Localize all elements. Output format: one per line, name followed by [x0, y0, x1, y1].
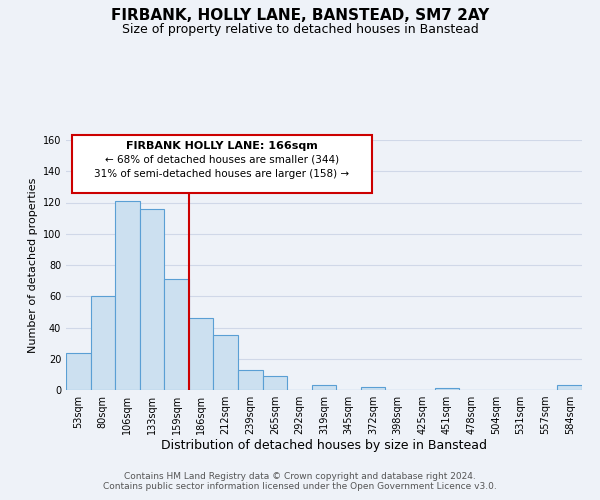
Bar [214, 336, 238, 390]
Text: 31% of semi-detached houses are larger (158) →: 31% of semi-detached houses are larger (… [94, 169, 350, 179]
Bar [164, 279, 189, 390]
Bar [91, 296, 115, 390]
Text: FIRBANK, HOLLY LANE, BANSTEAD, SM7 2AY: FIRBANK, HOLLY LANE, BANSTEAD, SM7 2AY [111, 8, 489, 22]
Bar [140, 209, 164, 390]
Bar [238, 370, 263, 390]
Bar [263, 376, 287, 390]
Bar [434, 388, 459, 390]
Bar [312, 386, 336, 390]
X-axis label: Distribution of detached houses by size in Banstead: Distribution of detached houses by size … [161, 438, 487, 452]
Bar [115, 201, 140, 390]
Text: Contains public sector information licensed under the Open Government Licence v3: Contains public sector information licen… [103, 482, 497, 491]
Bar [361, 387, 385, 390]
Text: Size of property relative to detached houses in Banstead: Size of property relative to detached ho… [122, 22, 478, 36]
Text: FIRBANK HOLLY LANE: 166sqm: FIRBANK HOLLY LANE: 166sqm [126, 141, 318, 151]
Text: ← 68% of detached houses are smaller (344): ← 68% of detached houses are smaller (34… [105, 155, 339, 165]
Bar [189, 318, 214, 390]
Bar [66, 352, 91, 390]
Y-axis label: Number of detached properties: Number of detached properties [28, 178, 38, 352]
Bar [557, 386, 582, 390]
Text: Contains HM Land Registry data © Crown copyright and database right 2024.: Contains HM Land Registry data © Crown c… [124, 472, 476, 481]
